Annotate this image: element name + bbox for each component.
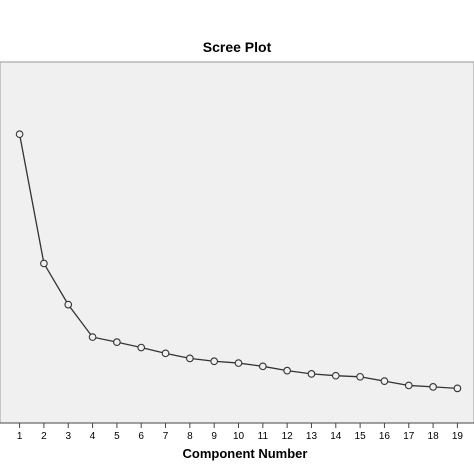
- data-point-15: [356, 372, 364, 381]
- x-tick-label-11: 11: [258, 431, 269, 442]
- data-point-7: [161, 349, 170, 358]
- data-point-14: [331, 371, 340, 380]
- x-axis-label: Component Number: [183, 446, 308, 461]
- data-point-2: [40, 259, 48, 268]
- data-point-1: [15, 130, 24, 139]
- x-tick-label-14: 14: [330, 431, 342, 442]
- x-tick-label-6: 6: [138, 431, 144, 442]
- x-tick-label-4: 4: [90, 431, 96, 442]
- x-tick-label-18: 18: [428, 431, 440, 442]
- data-point-13: [307, 370, 316, 378]
- data-point-8: [186, 354, 194, 363]
- x-tick-label-17: 17: [403, 431, 415, 442]
- series-points: [15, 130, 462, 393]
- x-tick-label-16: 16: [379, 431, 391, 442]
- x-tick-label-2: 2: [41, 431, 47, 442]
- data-point-9: [210, 357, 219, 366]
- x-tick-label-8: 8: [187, 431, 193, 442]
- x-tick-label-1: 1: [17, 431, 23, 442]
- data-point-5: [113, 338, 121, 346]
- x-tick-label-3: 3: [65, 431, 71, 442]
- data-point-16: [380, 377, 389, 385]
- data-point-19: [453, 384, 462, 393]
- x-tick-label-10: 10: [233, 431, 245, 442]
- x-tick-label-13: 13: [306, 431, 318, 442]
- x-tick-label-15: 15: [355, 431, 367, 442]
- data-point-12: [283, 366, 291, 375]
- x-tick-label-19: 19: [452, 431, 464, 442]
- x-axis-tick-labels: 1 2 3 4 5 6 7 8 9 10 11 12 13 14 15 16 17 18 19: [17, 431, 464, 442]
- data-point-17: [404, 381, 413, 390]
- x-tick-label-9: 9: [211, 431, 217, 442]
- x-tick-label-5: 5: [114, 431, 120, 442]
- data-point-10: [234, 359, 243, 367]
- data-point-6: [137, 343, 146, 352]
- plot-area: [0, 61, 474, 424]
- chart-title: Scree Plot: [203, 39, 272, 55]
- data-point-3: [64, 300, 73, 309]
- data-point-18: [429, 383, 437, 391]
- data-point-4: [88, 333, 97, 341]
- x-tick-label-7: 7: [163, 431, 169, 442]
- x-axis-ticks: [19, 423, 458, 428]
- x-tick-label-12: 12: [282, 431, 294, 442]
- data-point-11: [258, 362, 267, 371]
